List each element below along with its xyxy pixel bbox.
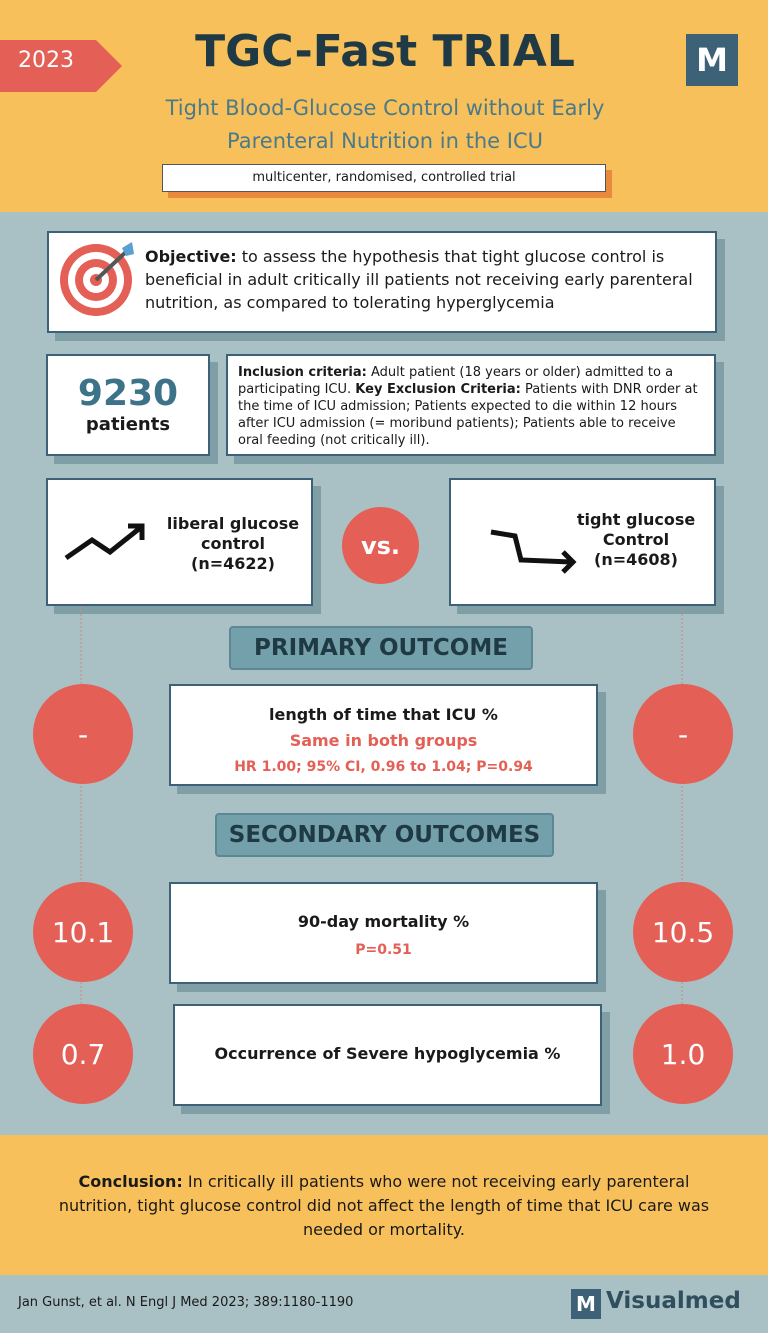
text: Objective:	[145, 247, 237, 266]
text: (n=4622)	[191, 554, 275, 573]
text: to assess the hypothesis that tight gluc…	[145, 247, 693, 312]
text: (n=4608)	[594, 550, 678, 569]
arm-card: tight glucose Control (n=4608)	[449, 478, 716, 606]
outcome-card: 90-day mortality % P=0.51	[169, 882, 598, 984]
patients-card: 9230 patients	[46, 354, 210, 456]
text: In critically ill patients who were not …	[58, 1172, 710, 1239]
conclusion: Conclusion: In critically ill patients w…	[50, 1170, 718, 1242]
brand: Visualmed	[606, 1288, 741, 1314]
outcome-name: length of time that ICU %	[269, 705, 498, 724]
arm-label: tight glucose Control (n=4608)	[561, 510, 711, 570]
logo: M	[686, 34, 738, 86]
outcome-stats: P=0.51	[355, 942, 412, 958]
design: multicenter, randomised, controlled tria…	[162, 164, 606, 192]
outcome-value: -	[633, 684, 733, 784]
text: Conclusion:	[78, 1172, 183, 1191]
target-icon	[60, 242, 134, 316]
text: tight glucose Control	[576, 510, 696, 549]
outcome-name: Occurrence of Severe hypoglycemia %	[214, 1044, 561, 1063]
outcome-value: 1.0	[633, 1004, 733, 1104]
text: Inclusion criteria:	[238, 365, 367, 380]
year-tag	[0, 40, 122, 92]
outcome-value: -	[33, 684, 133, 784]
secondary-label: SECONDARY OUTCOMES	[215, 813, 554, 857]
patient-count: 9230	[77, 373, 179, 414]
conclusion-band	[0, 1135, 768, 1275]
subtitle: Tight Blood-Glucose Control without Earl…	[165, 96, 605, 153]
criteria: Inclusion criteria: Adult patient (18 ye…	[226, 354, 716, 456]
text: Key Exclusion Criteria:	[355, 382, 521, 397]
outcome-value: 10.1	[33, 882, 133, 982]
text: liberal glucose control	[166, 514, 300, 553]
outcome-value: 0.7	[33, 1004, 133, 1104]
vs: vs.	[342, 507, 419, 584]
text: Patients with DNR order at the time of I…	[238, 382, 698, 448]
outcome-stats: HR 1.00; 95% CI, 0.96 to 1.04; P=0.94	[234, 759, 533, 775]
primary-label: PRIMARY OUTCOME	[229, 626, 533, 670]
year: 2023	[18, 48, 74, 73]
outcome-card: length of time that ICU % Same in both g…	[169, 684, 598, 786]
arm-label: liberal glucose control (n=4622)	[158, 514, 308, 574]
trend-down-icon	[490, 529, 577, 574]
outcome-card: Occurrence of Severe hypoglycemia %	[173, 1004, 602, 1106]
objective-card	[47, 231, 717, 333]
outcome-name: 90-day mortality %	[297, 912, 470, 931]
outcome-value: 10.5	[633, 882, 733, 982]
text: Adult patient (18 years or older) admitt…	[238, 365, 674, 397]
arm-card: liberal glucose control (n=4622)	[46, 478, 313, 606]
citation: Jan Gunst, et al. N Engl J Med 2023; 389…	[18, 1295, 354, 1310]
patient-unit: patients	[85, 414, 171, 435]
brand-logo: M	[571, 1289, 601, 1319]
objective: Objective: to assess the hypothesis that…	[145, 245, 705, 314]
outcome-result: Same in both groups	[289, 731, 478, 750]
title: TGC-Fast TRIAL	[195, 26, 575, 77]
trend-up-icon	[64, 523, 145, 561]
